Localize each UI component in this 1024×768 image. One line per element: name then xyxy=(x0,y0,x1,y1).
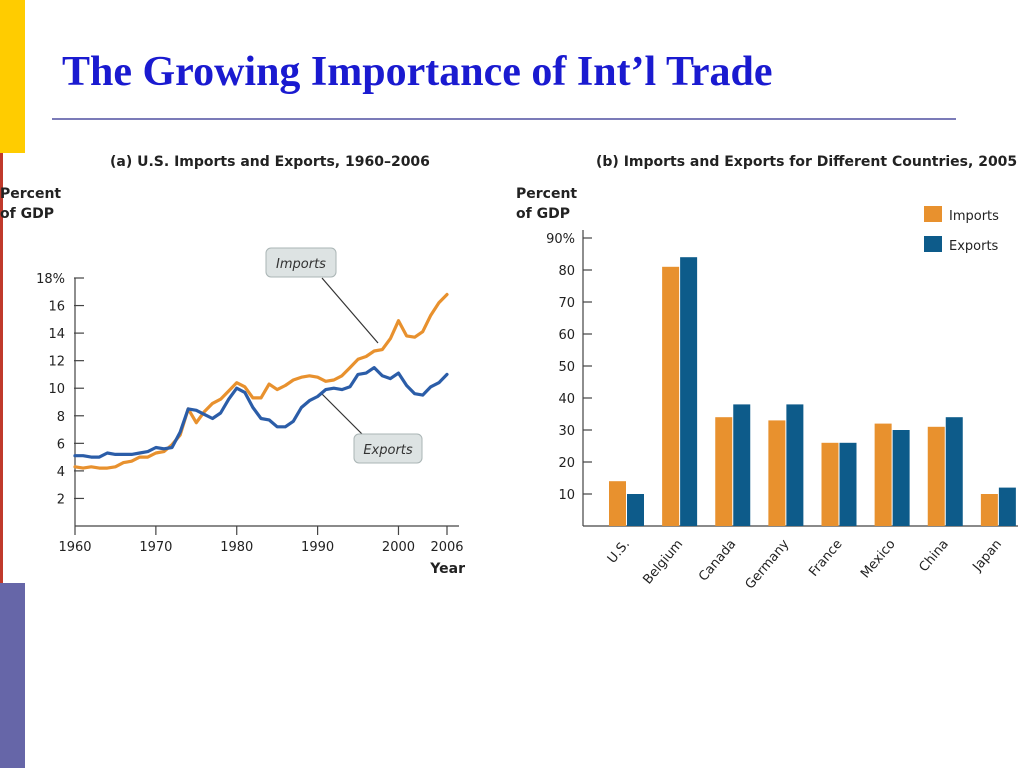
line-chart-title: (a) U.S. Imports and Exports, 1960–2006 xyxy=(110,154,430,170)
line-chart-ytick-label: 18% xyxy=(36,272,65,287)
bar-chart-ytick-label: 90% xyxy=(546,232,575,247)
imports-callout-box xyxy=(265,247,337,278)
bar-chart-category-label: Canada xyxy=(696,537,739,585)
exports-callout: Exports xyxy=(353,433,423,464)
exports-bar-canada xyxy=(733,404,751,526)
bar-chart-category-label: Germany xyxy=(743,537,793,593)
line-chart-xtick-label: 2006 xyxy=(430,540,463,555)
legend-imports-label: Imports xyxy=(949,209,999,224)
line-chart-xtick-label: 1980 xyxy=(220,540,253,555)
line-chart-ytick-label: 14 xyxy=(48,327,65,342)
accent-strip-yellow xyxy=(0,0,25,153)
bar-chart-ytick-label: 30 xyxy=(558,424,575,439)
line-chart-ytick-label: 12 xyxy=(48,355,65,370)
line-chart-ytick-label: 2 xyxy=(57,492,65,507)
bar-chart-ytick-label: 80 xyxy=(558,264,575,279)
bar-chart-ytick-label: 60 xyxy=(558,328,575,343)
imports-callout-label: Imports xyxy=(276,257,326,272)
line-chart-ytick-label: 8 xyxy=(57,410,65,425)
bar-chart-ytick-label: 50 xyxy=(558,360,575,375)
bar-chart-ylabel-1: Percent xyxy=(516,186,577,202)
imports-bar-china xyxy=(927,426,945,526)
exports-bar-france xyxy=(839,442,857,526)
legend-exports-swatch xyxy=(924,236,942,252)
exports-callout-box xyxy=(353,433,423,464)
bar-chart-categories: U.S. Belgium Canada Germany France Mexico Chin… xyxy=(605,537,1005,593)
imports-callout-leader xyxy=(321,277,379,344)
line-chart-xtick-label: 1960 xyxy=(58,540,91,555)
bar-chart-category-label: China xyxy=(916,537,951,575)
exports-bar-belgium xyxy=(680,257,698,526)
bar-chart-title: (b) Imports and Exports for Different Co… xyxy=(596,154,1017,170)
line-chart-ylabel-2: of GDP xyxy=(0,206,54,222)
bar-chart-bars xyxy=(609,257,1016,526)
imports-bar-japan xyxy=(980,494,998,526)
bar-chart-category-label: U.S. xyxy=(605,537,633,567)
line-chart-ytick-label: 16 xyxy=(48,300,65,315)
exports-bar-china xyxy=(945,417,963,526)
imports-bar-belgium xyxy=(662,266,680,526)
bar-chart-legend: Imports Exports xyxy=(924,206,999,254)
bar-chart-ytick-label: 40 xyxy=(558,392,575,407)
line-chart-us-trade: (a) U.S. Imports and Exports, 1960–2006 … xyxy=(0,154,465,577)
exports-series-line xyxy=(73,366,449,459)
bar-chart-countries: (b) Imports and Exports for Different Co… xyxy=(516,154,1018,593)
slide-title: The Growing Importance of Int’l Trade xyxy=(62,49,773,95)
line-chart-ticks: 2 4 6 8 10 12 14 16 18% 1960 1970 1980 1990 2000 2006 xyxy=(36,272,463,555)
imports-callout: Imports xyxy=(265,247,337,278)
line-chart-xlabel: Year xyxy=(429,561,465,577)
accent-strip-red xyxy=(0,153,25,583)
bar-chart-ticks: 10 20 30 40 50 60 70 80 90% xyxy=(546,232,592,503)
imports-bar-us xyxy=(609,481,626,526)
bar-chart-category-label: Japan xyxy=(969,537,1004,575)
exports-bar-japan xyxy=(998,487,1016,526)
line-chart-ytick-label: 4 xyxy=(57,465,65,480)
line-chart-axes xyxy=(74,278,459,527)
exports-callout-label: Exports xyxy=(363,443,413,458)
line-chart-ytick-label: 6 xyxy=(57,437,65,452)
imports-series-line xyxy=(73,292,449,470)
bar-chart-category-label: Mexico xyxy=(858,537,899,581)
bar-chart-ytick-label: 10 xyxy=(558,488,575,503)
exports-bar-us xyxy=(627,494,644,526)
bar-chart-category-label: France xyxy=(806,537,845,580)
bar-chart-ytick-label: 70 xyxy=(558,296,575,311)
imports-bar-france xyxy=(821,442,839,526)
line-chart-xtick-label: 1970 xyxy=(139,540,172,555)
title-rule xyxy=(52,118,956,120)
line-chart-series xyxy=(73,292,449,470)
imports-bar-germany xyxy=(768,420,786,526)
bar-chart-category-label: Belgium xyxy=(640,537,686,587)
bar-chart-ylabel-2: of GDP xyxy=(516,206,570,222)
exports-bar-mexico xyxy=(892,430,910,526)
line-chart-ylabel-1: Percent xyxy=(0,186,61,202)
imports-bar-canada xyxy=(715,417,733,526)
line-chart-xtick-label: 1990 xyxy=(301,540,334,555)
bar-chart-ytick-label: 20 xyxy=(558,456,575,471)
accent-strip-purple xyxy=(0,583,25,768)
exports-bar-germany xyxy=(786,404,804,526)
legend-imports-swatch xyxy=(924,206,942,222)
line-chart-ytick-label: 10 xyxy=(48,382,65,397)
legend-exports-label: Exports xyxy=(949,239,999,254)
line-chart-xtick-label: 2000 xyxy=(382,540,415,555)
imports-bar-mexico xyxy=(874,423,892,526)
